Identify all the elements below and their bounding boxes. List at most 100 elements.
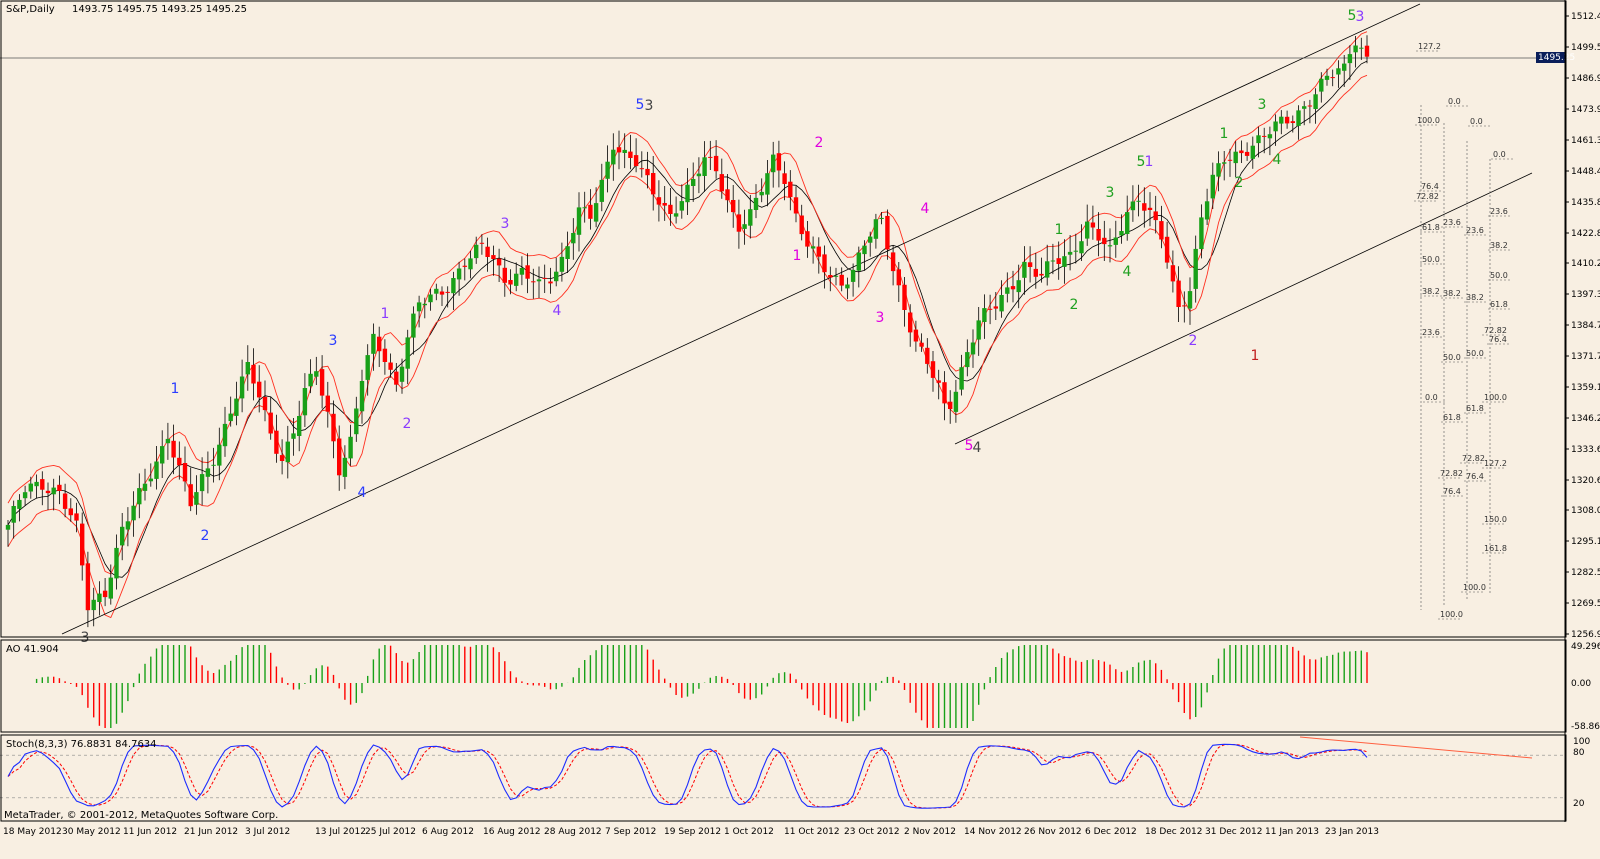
date-tick-label: 2 Nov 2012 xyxy=(904,827,956,837)
current-price-label: 1495.25 xyxy=(1538,53,1575,63)
date-tick-label: 7 Sep 2012 xyxy=(605,827,656,837)
candle-body xyxy=(559,256,565,272)
stoch-trend-line xyxy=(1299,736,1533,759)
price-tick-label: 1512.45 xyxy=(1571,12,1600,22)
candle-body xyxy=(297,416,302,436)
candle-body xyxy=(1176,280,1181,307)
price-tick-label: 1359.15 xyxy=(1571,383,1600,393)
candle-body xyxy=(1010,286,1016,290)
candle-body xyxy=(268,412,273,434)
candle-body xyxy=(1290,121,1295,123)
candle-body xyxy=(1307,105,1313,107)
candle-body xyxy=(182,463,188,482)
fib-level-label: 72.82 xyxy=(1484,326,1507,335)
stoch-d-line xyxy=(7,744,1368,809)
candle-body xyxy=(245,362,250,375)
candle-body xyxy=(845,284,850,289)
candle-body xyxy=(1216,163,1221,177)
candle-body xyxy=(222,423,228,447)
candle-body xyxy=(656,197,662,205)
candle-body xyxy=(976,320,981,340)
candle-body xyxy=(702,157,707,176)
candle-body xyxy=(1222,162,1227,164)
candle-body xyxy=(685,184,690,203)
wave-label: 3 xyxy=(81,630,90,646)
candle-body xyxy=(1096,229,1101,241)
fib-level-label: 0.0 xyxy=(1470,117,1483,126)
ao-pane-border xyxy=(0,639,1567,733)
candle-body xyxy=(74,513,79,521)
candle-body xyxy=(359,381,365,412)
date-tick-label: 25 Jul 2012 xyxy=(365,827,416,837)
candle-body xyxy=(1016,280,1021,293)
fib-level-label: 38.2 xyxy=(1422,287,1440,296)
candle-body xyxy=(291,433,296,439)
candle-body xyxy=(1193,248,1198,289)
copyright-text: MetaTrader, © 2001-2012, MetaQuotes Soft… xyxy=(4,810,278,821)
candle-body xyxy=(342,457,348,477)
candle-body xyxy=(257,381,262,398)
price-tick-label: 1269.55 xyxy=(1571,599,1600,609)
fib-level-label: 100.0 xyxy=(1417,116,1440,125)
candle-body xyxy=(1045,261,1050,278)
candle-body xyxy=(856,252,861,271)
candle-body xyxy=(828,275,833,278)
wave-label: 1 xyxy=(171,381,180,397)
fib-level-label: 23.6 xyxy=(1422,328,1440,337)
candle-body xyxy=(913,329,919,342)
price-tick-label: 1308.05 xyxy=(1571,506,1600,516)
candle-body xyxy=(45,490,51,494)
candle-body xyxy=(953,391,959,412)
candle-body xyxy=(171,440,176,458)
fib-level-label: 100.0 xyxy=(1484,393,1507,402)
candle-body xyxy=(970,342,976,355)
candle-body xyxy=(302,388,308,416)
candle-body xyxy=(1050,260,1056,262)
candle-body xyxy=(5,524,11,530)
candle-body xyxy=(850,269,856,282)
candle-body xyxy=(354,408,359,435)
price-tick-label: 1435.80 xyxy=(1571,198,1600,208)
wave-label: 4 xyxy=(973,440,982,456)
wave-label: 1 xyxy=(1145,154,1154,170)
candle-body xyxy=(251,364,256,384)
candle-body xyxy=(582,207,587,209)
date-tick-label: 18 Dec 2012 xyxy=(1145,827,1203,837)
candle-body xyxy=(719,174,724,192)
candle-body xyxy=(611,149,616,165)
price-tick-label: 1397.30 xyxy=(1571,290,1600,300)
candle-body xyxy=(982,308,987,322)
candle-body xyxy=(1267,134,1273,139)
candle-body xyxy=(679,201,684,211)
price-tick-label: 1333.60 xyxy=(1571,445,1600,455)
fib-level-label: 0.0 xyxy=(1425,393,1438,402)
candle-body xyxy=(199,474,205,492)
fib-level-label: 72.82 xyxy=(1462,454,1485,463)
candle-body xyxy=(1102,237,1107,245)
candle-body xyxy=(1073,250,1078,252)
candle-body xyxy=(1113,237,1118,245)
candle-body xyxy=(771,154,776,173)
candle-body xyxy=(1142,203,1147,211)
fib-level-label: 50.0 xyxy=(1443,353,1461,362)
candle-body xyxy=(194,492,199,505)
candle-body xyxy=(839,274,844,286)
candle-body xyxy=(799,215,804,235)
channel-line-lower xyxy=(954,172,1533,445)
fib-level-label: 23.6 xyxy=(1490,207,1508,216)
candle-body xyxy=(1204,201,1210,220)
candle-body xyxy=(1033,268,1038,277)
candle-body xyxy=(114,547,119,579)
candle-body xyxy=(1244,151,1250,156)
fib-level-label: 150.0 xyxy=(1484,515,1507,524)
candle-body xyxy=(599,179,604,202)
candle-body xyxy=(1027,262,1033,267)
candle-body xyxy=(1279,116,1284,124)
candle-body xyxy=(451,278,456,294)
price-tick-label: 1282.50 xyxy=(1571,568,1600,578)
candle-body xyxy=(536,279,542,282)
candle-body xyxy=(662,203,667,206)
candle-body xyxy=(337,438,342,476)
candle-body xyxy=(1062,256,1067,267)
